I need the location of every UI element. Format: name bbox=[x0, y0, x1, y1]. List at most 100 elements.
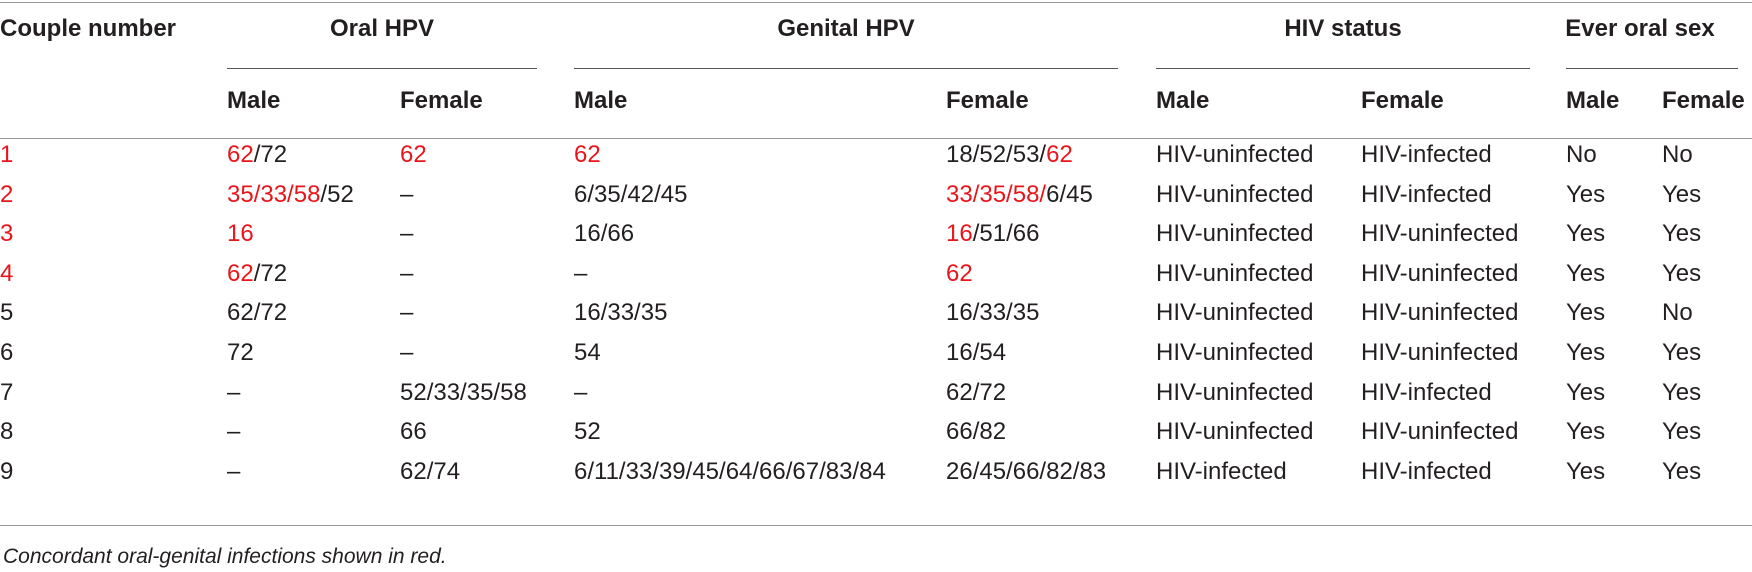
cell-hiv-status-male: HIV-uninfected bbox=[1156, 338, 1313, 368]
segment: 54 bbox=[574, 339, 601, 366]
concordant-segment: 4 bbox=[0, 259, 14, 287]
subheader-genital-male: Male bbox=[574, 87, 628, 114]
cell-hiv-status-male: HIV-uninfected bbox=[1156, 298, 1313, 328]
cell-hiv-status-female: HIV-infected bbox=[1361, 180, 1492, 210]
segment: 7 bbox=[0, 378, 14, 406]
concordant-segment: 62 bbox=[400, 141, 427, 168]
segment: /52 bbox=[320, 180, 354, 208]
segment: 6 bbox=[0, 339, 14, 366]
cell-oral-sex-male: Yes bbox=[1566, 219, 1605, 249]
cell-oral-hpv-male: 62/72 bbox=[227, 140, 287, 170]
cell-hiv-status-female: HIV-uninfected bbox=[1361, 259, 1518, 289]
segment: 62/72 bbox=[227, 299, 288, 327]
cell-genital-hpv-male: 54 bbox=[574, 338, 601, 368]
header-hiv-status: HIV status bbox=[1284, 15, 1402, 42]
header-ever-oral-sex: Ever oral sex bbox=[1565, 15, 1715, 42]
cell-genital-hpv-female: 33/35/58/6/45 bbox=[946, 180, 1093, 210]
segment: 72 bbox=[227, 339, 254, 366]
concordant-segment: 62 bbox=[1046, 141, 1073, 168]
segment: Yes bbox=[1566, 339, 1606, 366]
cell-couple-number: 7 bbox=[0, 378, 13, 408]
segment: HIV-uninfected bbox=[1156, 299, 1314, 327]
subheader-hiv-male: Male bbox=[1156, 87, 1210, 114]
cell-hiv-status-female: HIV-uninfected bbox=[1361, 219, 1518, 249]
cell-oral-sex-female: Yes bbox=[1662, 219, 1701, 249]
cell-oral-sex-female: Yes bbox=[1662, 378, 1701, 408]
segment: – bbox=[227, 457, 241, 485]
cell-couple-number: 3 bbox=[0, 219, 13, 249]
segment: HIV-uninfected bbox=[1361, 418, 1519, 446]
cell-genital-hpv-male: 6/35/42/45 bbox=[574, 180, 687, 210]
cell-oral-sex-male: Yes bbox=[1566, 180, 1605, 210]
cell-oral-sex-female: No bbox=[1662, 140, 1693, 170]
cell-oral-sex-male: Yes bbox=[1566, 259, 1605, 289]
cell-hiv-status-female: HIV-uninfected bbox=[1361, 338, 1518, 368]
cell-couple-number: 4 bbox=[0, 259, 13, 289]
cell-oral-sex-male: No bbox=[1566, 140, 1597, 170]
top-rule bbox=[0, 2, 1752, 3]
segment: – bbox=[574, 259, 588, 287]
cell-oral-sex-male: Yes bbox=[1566, 378, 1605, 408]
segment: 16/33/35 bbox=[574, 299, 668, 327]
cell-oral-hpv-female: 52/33/35/58 bbox=[400, 378, 527, 408]
segment: No bbox=[1662, 141, 1693, 168]
cell-oral-sex-female: Yes bbox=[1662, 417, 1701, 447]
bottom-rule bbox=[0, 525, 1752, 526]
cell-couple-number: 2 bbox=[0, 180, 13, 210]
subheader-oral-female: Female bbox=[400, 87, 483, 114]
subheader-oral-sex-male: Male bbox=[1566, 87, 1620, 114]
segment: 66/82 bbox=[946, 418, 1007, 446]
segment: /72 bbox=[253, 259, 288, 287]
subheader-hiv-female: Female bbox=[1361, 87, 1444, 114]
segment: Yes bbox=[1662, 220, 1702, 248]
cell-oral-hpv-female: – bbox=[400, 180, 413, 210]
segment: Yes bbox=[1662, 259, 1702, 287]
cell-oral-hpv-male: – bbox=[227, 378, 240, 408]
cell-oral-hpv-female: 66 bbox=[400, 417, 427, 447]
header-genital-hpv: Genital HPV bbox=[777, 15, 915, 42]
segment: – bbox=[400, 299, 414, 327]
cell-genital-hpv-female: 16/54 bbox=[946, 338, 1006, 368]
segment: 16/66 bbox=[574, 220, 635, 248]
concordant-segment: 33/35/58/ bbox=[946, 180, 1047, 208]
concordant-segment: 62 bbox=[946, 259, 973, 287]
segment: Yes bbox=[1662, 378, 1702, 406]
segment: – bbox=[574, 378, 588, 406]
concordant-segment: 62 bbox=[574, 141, 601, 168]
cell-oral-sex-female: Yes bbox=[1662, 457, 1701, 487]
segment: HIV-uninfected bbox=[1156, 220, 1314, 248]
hiv-status-group-rule bbox=[1156, 68, 1530, 69]
segment: Yes bbox=[1566, 259, 1606, 287]
segment: 8 bbox=[0, 418, 14, 446]
cell-hiv-status-male: HIV-uninfected bbox=[1156, 180, 1313, 210]
segment: 66 bbox=[400, 418, 427, 446]
subheader-genital-female: Female bbox=[946, 87, 1029, 114]
cell-oral-hpv-female: – bbox=[400, 219, 413, 249]
segment: HIV-infected bbox=[1361, 378, 1492, 406]
segment: HIV-uninfected bbox=[1156, 259, 1314, 287]
segment: 6/11/33/39/45/64/66/67/83/84 bbox=[574, 457, 886, 485]
cell-hiv-status-male: HIV-infected bbox=[1156, 457, 1287, 487]
cell-oral-hpv-male: – bbox=[227, 417, 240, 447]
segment: – bbox=[400, 220, 414, 248]
cell-genital-hpv-male: 16/33/35 bbox=[574, 298, 667, 328]
cell-oral-hpv-female: – bbox=[400, 259, 413, 289]
cell-oral-sex-male: Yes bbox=[1566, 457, 1605, 487]
segment: /51/66 bbox=[972, 220, 1040, 248]
segment: HIV-infected bbox=[1361, 141, 1492, 168]
cell-couple-number: 8 bbox=[0, 417, 13, 447]
cell-genital-hpv-female: 16/51/66 bbox=[946, 219, 1039, 249]
cell-genital-hpv-female: 62 bbox=[946, 259, 973, 289]
cell-genital-hpv-male: 6/11/33/39/45/64/66/67/83/84 bbox=[574, 457, 886, 487]
cell-hiv-status-male: HIV-uninfected bbox=[1156, 378, 1313, 408]
oral-sex-group-rule bbox=[1566, 68, 1738, 69]
subheader-oral-male: Male bbox=[227, 87, 281, 114]
cell-oral-sex-male: Yes bbox=[1566, 338, 1605, 368]
cell-hiv-status-female: HIV-infected bbox=[1361, 457, 1492, 487]
cell-oral-sex-male: Yes bbox=[1566, 417, 1605, 447]
header-bottom-rule bbox=[0, 138, 1752, 139]
segment: HIV-uninfected bbox=[1156, 339, 1314, 366]
segment: Yes bbox=[1566, 418, 1606, 446]
segment: HIV-uninfected bbox=[1156, 141, 1314, 168]
segment: 52 bbox=[574, 418, 601, 446]
